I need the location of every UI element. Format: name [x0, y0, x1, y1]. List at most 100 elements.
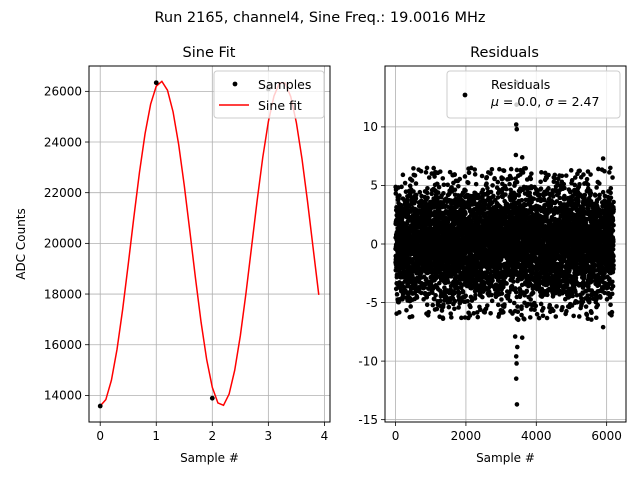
residual-point	[441, 302, 446, 307]
residual-point	[400, 172, 406, 178]
residual-point	[522, 292, 527, 298]
residual-point	[486, 289, 492, 295]
residual-point	[553, 314, 559, 319]
sine-fit-plot-area	[97, 80, 320, 409]
residual-point	[523, 166, 529, 171]
residual-point	[488, 311, 493, 316]
residual-point	[430, 290, 435, 296]
residual-point	[452, 290, 458, 296]
residual-point	[436, 184, 442, 190]
residual-point	[449, 185, 454, 190]
residual-point	[539, 170, 544, 175]
residual-point	[516, 193, 522, 198]
residual-point	[441, 182, 447, 188]
residual-point	[467, 313, 473, 318]
sine-fit-xtick-label: 4	[321, 429, 329, 443]
sine-fit-ytick-label: 26000	[44, 85, 82, 99]
residual-point	[457, 290, 462, 296]
residual-point	[402, 180, 408, 186]
residual-point	[532, 307, 537, 313]
residual-point	[528, 297, 533, 302]
residual-point	[452, 172, 458, 178]
sine-fit-sample-point	[209, 395, 215, 401]
residual-point	[439, 308, 445, 313]
residual-point	[445, 182, 451, 188]
residual-point	[562, 193, 567, 199]
sine-fit-sample-point	[153, 80, 159, 86]
residual-point	[550, 308, 556, 314]
residual-point	[529, 171, 534, 176]
sine-fit-title: Sine Fit	[183, 45, 236, 61]
residual-point	[534, 311, 540, 317]
sine-fit-xtick-label: 3	[265, 429, 273, 443]
residual-point	[434, 306, 440, 312]
residual-point	[489, 298, 495, 304]
residual-point	[426, 291, 432, 297]
residual-point	[465, 180, 471, 186]
residual-point	[495, 195, 501, 200]
residual-point	[521, 316, 527, 322]
residual-point	[557, 195, 563, 201]
residual-point	[407, 183, 413, 189]
residual-point	[471, 311, 477, 316]
residual-point	[533, 303, 539, 309]
residual-point	[497, 166, 502, 172]
residual-point	[396, 310, 402, 315]
residuals-title: Residuals	[470, 45, 539, 61]
residual-point	[511, 279, 516, 284]
residual-point	[519, 197, 525, 203]
residual-point	[484, 175, 490, 180]
residual-point	[413, 196, 419, 201]
residual-point	[460, 290, 466, 295]
residual-point	[560, 304, 565, 310]
residual-point	[484, 181, 489, 186]
residual-point	[519, 312, 524, 318]
residual-point	[513, 286, 518, 291]
residual-point	[473, 181, 479, 187]
residual-point	[541, 305, 546, 311]
residual-point	[539, 286, 545, 292]
residual-point	[466, 170, 472, 176]
residual-point	[509, 283, 515, 289]
residual-point	[552, 176, 557, 181]
residual-point	[561, 181, 567, 187]
residual-point	[492, 176, 497, 181]
sine-fit-ytick-label: 22000	[44, 186, 82, 200]
sine-fit-legend-box	[213, 70, 325, 119]
residual-point	[504, 186, 509, 192]
sine-fit-panel: Sine Fit 0 1 2 3 414000160001800020000220002…	[14, 45, 331, 465]
residual-point	[538, 301, 544, 307]
residual-point	[452, 298, 458, 304]
sine-fit-ytick-label: 14000	[44, 389, 82, 403]
residual-point	[547, 302, 553, 308]
residual-point	[459, 315, 464, 321]
residual-point	[553, 205, 558, 211]
residual-point	[480, 187, 486, 193]
residual-point	[530, 290, 536, 296]
residual-point	[519, 304, 524, 309]
residual-point	[507, 181, 512, 187]
residual-point	[452, 187, 458, 193]
residual-point	[515, 304, 520, 309]
residual-point	[431, 286, 436, 291]
residual-point	[514, 179, 520, 185]
residual-point	[479, 173, 485, 179]
residual-point	[509, 176, 514, 181]
residual-point	[499, 297, 504, 302]
residual-point	[411, 166, 416, 171]
residual-point	[478, 307, 483, 313]
residual-point	[447, 169, 453, 175]
sine-fit-xtick-label: 2	[208, 429, 216, 443]
residual-point	[515, 309, 521, 315]
residual-point	[414, 295, 420, 300]
residual-point	[511, 300, 517, 306]
sine-fit-xtick-label: 0	[96, 429, 104, 443]
residual-point	[514, 167, 520, 173]
residual-point	[404, 308, 409, 313]
residual-point	[424, 165, 430, 171]
residual-point	[501, 168, 507, 174]
residual-point	[462, 174, 468, 179]
residual-point	[457, 176, 463, 182]
residual-point	[456, 184, 461, 189]
